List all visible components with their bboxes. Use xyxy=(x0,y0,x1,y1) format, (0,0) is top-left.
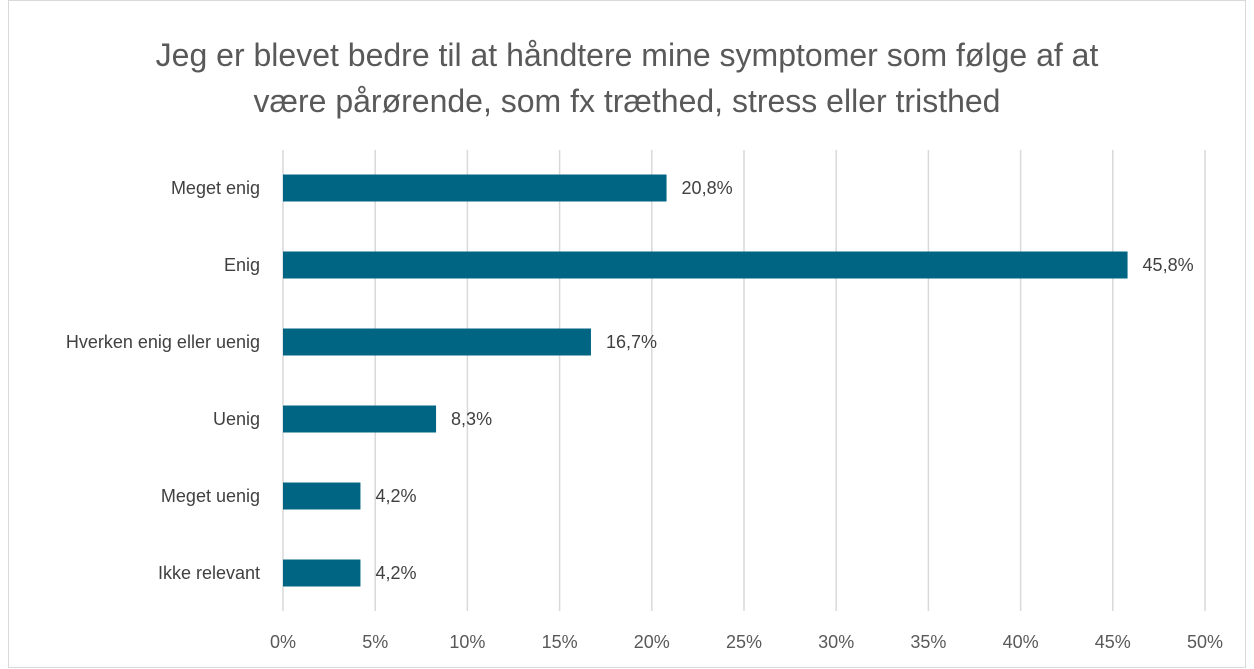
x-tick-label: 50% xyxy=(1187,632,1223,652)
x-tick-label: 35% xyxy=(910,632,946,652)
value-label: 4,2% xyxy=(375,563,416,583)
value-label: 20,8% xyxy=(682,178,733,198)
x-tick-label: 0% xyxy=(270,632,296,652)
value-label: 45,8% xyxy=(1143,255,1194,275)
x-tick-label: 10% xyxy=(449,632,485,652)
x-tick-label: 45% xyxy=(1095,632,1131,652)
bar xyxy=(283,328,591,356)
value-label: 16,7% xyxy=(606,332,657,352)
x-tick-label: 15% xyxy=(542,632,578,652)
x-tick-label: 40% xyxy=(1003,632,1039,652)
bar xyxy=(283,174,667,202)
value-label: 8,3% xyxy=(451,409,492,429)
y-tick-label: Hverken enig eller uenig xyxy=(66,332,260,352)
chart-border xyxy=(8,0,1246,668)
bar xyxy=(283,405,437,433)
x-tick-label: 25% xyxy=(726,632,762,652)
bar xyxy=(283,559,361,587)
x-tick-label: 5% xyxy=(362,632,388,652)
y-tick-label: Meget uenig xyxy=(161,486,260,506)
x-tick-label: 30% xyxy=(818,632,854,652)
bar xyxy=(283,482,361,510)
y-tick-label: Ikke relevant xyxy=(158,563,260,583)
bar xyxy=(283,251,1128,279)
x-tick-label: 20% xyxy=(634,632,670,652)
y-tick-label: Uenig xyxy=(213,409,260,429)
y-tick-label: Enig xyxy=(224,255,260,275)
value-label: 4,2% xyxy=(375,486,416,506)
chart-title: Jeg er blevet bedre til at håndtere mine… xyxy=(155,37,1099,119)
y-tick-label: Meget enig xyxy=(171,178,260,198)
